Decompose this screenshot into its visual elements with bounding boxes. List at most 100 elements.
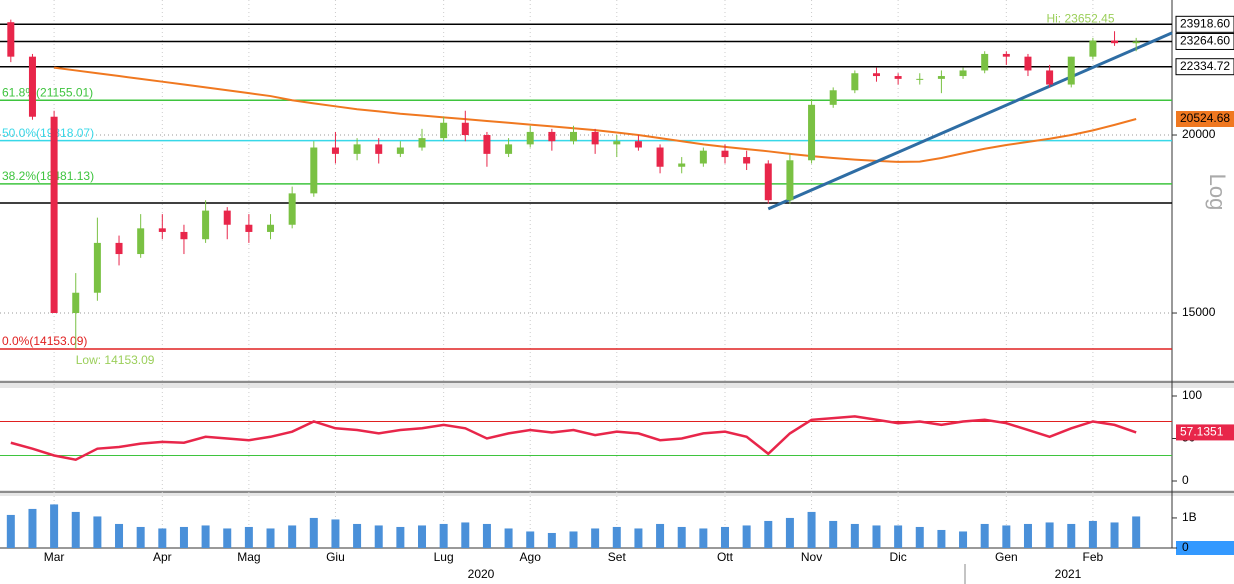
value-label-box (1176, 424, 1234, 441)
candle-body (72, 292, 80, 314)
level-label: 50.0%(19818.07) (2, 126, 94, 140)
candle-body (223, 210, 231, 225)
volume-bar (396, 526, 405, 548)
candle-body (7, 22, 15, 57)
value-label: 57.1351 (1180, 425, 1224, 439)
volume-bar (872, 525, 881, 548)
candle-body (591, 131, 599, 145)
value-label: 23918.60 (1180, 16, 1230, 30)
volume-bar (1132, 516, 1141, 548)
volume-bar (591, 528, 600, 548)
rsi-line (10, 415, 1137, 462)
volume-bar (223, 528, 232, 548)
candle-body (526, 131, 534, 145)
candle-body (1046, 70, 1054, 85)
y-tick-label: 15000 (1182, 305, 1216, 319)
candle-body (634, 141, 642, 148)
volume-bar (1110, 522, 1119, 548)
candle-body (93, 242, 101, 293)
candle-body (505, 144, 513, 154)
candle-body (115, 242, 123, 255)
candle-body (1132, 41, 1140, 44)
volume-bar (136, 526, 145, 548)
volume-bar (331, 519, 340, 548)
value-label: 20524.68 (1180, 111, 1230, 125)
candle-body (743, 157, 751, 164)
candle-body (137, 228, 145, 255)
volume-bar (569, 531, 578, 548)
volume-bar (244, 526, 253, 548)
x-tick-label: Giu (326, 550, 345, 564)
volume-bar (115, 523, 124, 548)
volume-bar (547, 532, 556, 548)
candle-body (1024, 56, 1032, 71)
candle-body (267, 224, 275, 232)
volume-bar (6, 514, 15, 548)
x-tick-label: Set (608, 550, 627, 564)
x-tick-label: Nov (801, 550, 822, 564)
candle-body (808, 104, 816, 161)
candle-body (331, 147, 339, 154)
candle-body (1089, 40, 1097, 57)
annotation: Hi: 23652.45 (1046, 11, 1114, 25)
y-tick-label: 20000 (1182, 127, 1216, 141)
volume-bar (1023, 523, 1032, 548)
volume-bar (807, 511, 816, 548)
candle-body (570, 131, 577, 142)
volume-bar (71, 511, 80, 548)
volume-bar (526, 531, 535, 548)
volume-bar (699, 528, 708, 548)
level-label: 61.8%(21155.01) (2, 85, 93, 99)
candle-body (288, 193, 296, 225)
volume-bar (894, 525, 903, 548)
level-label: 0.0%(14153.09) (2, 334, 87, 348)
y-tick-label: 1B (1182, 510, 1197, 524)
volume-bar (158, 528, 167, 548)
candle-body (50, 116, 58, 314)
candle-body (959, 70, 967, 77)
candle-body (699, 150, 707, 164)
candle-body (158, 228, 166, 232)
candle-body (916, 78, 924, 80)
volume-bar (829, 520, 838, 548)
volume-bar (785, 517, 794, 548)
y-tick-label: 0 (1182, 473, 1189, 487)
candle-body (764, 163, 772, 201)
volume-bar (482, 523, 491, 548)
y-tick-label: 0 (1182, 540, 1189, 554)
candle-body (1067, 56, 1075, 85)
value-label: 23264.60 (1180, 34, 1230, 48)
candle-body (396, 147, 404, 154)
volume-bar (1088, 520, 1097, 548)
value-label-box (1175, 32, 1234, 50)
value-label-box (1175, 58, 1234, 76)
volume-bar (677, 526, 686, 548)
volume-bar (850, 523, 859, 548)
volume-bar (720, 526, 729, 548)
volume-bar (937, 529, 946, 548)
annotation: Low: 14153.09 (76, 353, 155, 367)
candle-body (872, 73, 880, 77)
volume-bar (915, 526, 924, 548)
volume-bar (634, 528, 643, 548)
volume-bar (374, 525, 383, 548)
x-tick-label: Ott (717, 550, 734, 564)
volume-bar (288, 525, 297, 548)
volume-bar (1002, 525, 1011, 548)
volume-bar (1045, 522, 1054, 548)
x-tick-label: Apr (153, 550, 172, 564)
scale-label: Log (1205, 174, 1230, 211)
candle-body (937, 76, 945, 79)
volume-bar (439, 523, 448, 548)
candle-body (310, 147, 318, 194)
volume-bar (742, 525, 751, 548)
candle-body (461, 122, 469, 136)
volume-bar (461, 522, 470, 548)
x-tick-label: Gen (995, 550, 1018, 564)
candle-body (981, 53, 989, 71)
volume-bar (50, 504, 59, 548)
x-tick-label: Feb (1083, 550, 1104, 564)
volume-bar (504, 528, 513, 548)
candle-body (375, 144, 383, 154)
